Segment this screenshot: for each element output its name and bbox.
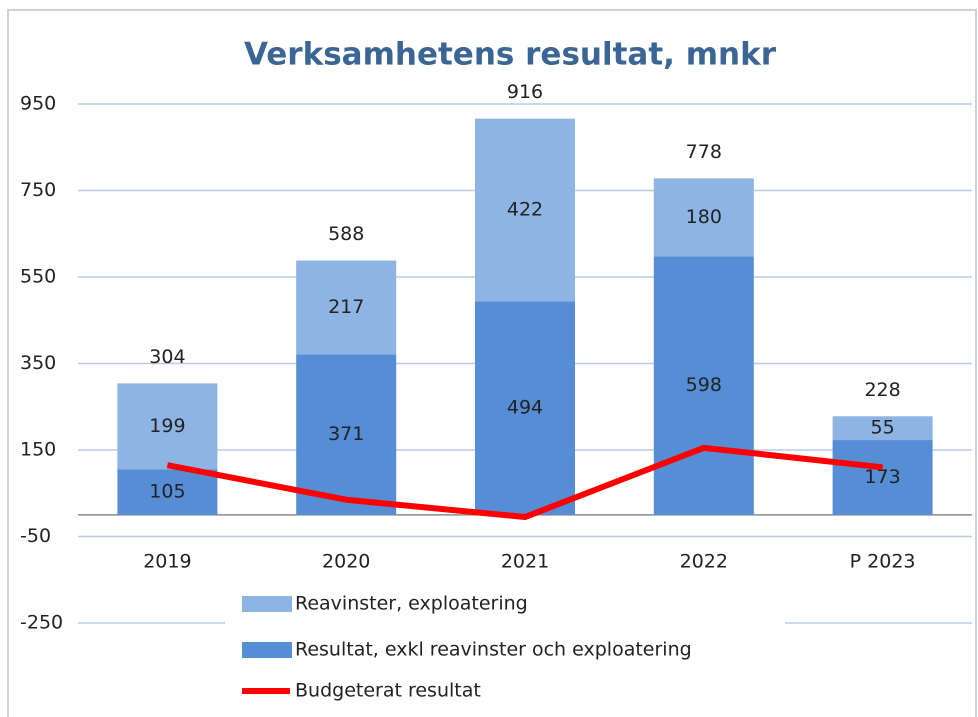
x-tick-label: 2019: [143, 551, 191, 573]
legend-bg: [225, 585, 785, 710]
data-label: 105: [149, 481, 185, 503]
y-tick-label: 750: [20, 179, 56, 201]
data-label: 598: [686, 374, 722, 396]
total-label: 588: [328, 223, 364, 245]
legend-text: Reavinster, exploatering: [295, 593, 528, 615]
bar-segment: [475, 301, 575, 515]
legend-swatch: [242, 596, 292, 612]
chart-title: Verksamhetens resultat, mnkr: [244, 37, 777, 73]
total-label: 228: [864, 379, 900, 401]
bar-segment: [653, 178, 754, 257]
data-label: 494: [507, 397, 543, 419]
bar-segment: [475, 118, 575, 302]
data-label: 217: [328, 296, 364, 318]
data-label: 371: [328, 423, 364, 445]
data-label: 173: [864, 466, 900, 488]
bar-segment: [832, 440, 933, 515]
data-label: 422: [507, 198, 543, 220]
total-label: 778: [686, 141, 722, 163]
x-tick-label: P 2023: [850, 551, 916, 573]
legend-text: Resultat, exkl reavinster och exploateri…: [295, 639, 692, 661]
bar-segment: [832, 416, 933, 441]
y-tick-label: 550: [20, 266, 56, 288]
y-tick-label: -50: [20, 525, 51, 547]
total-label: 304: [149, 346, 185, 368]
y-tick-label: 150: [20, 439, 56, 461]
y-tick-label: -250: [20, 612, 63, 634]
legend-swatch: [242, 642, 292, 658]
bar-segment: [296, 354, 397, 515]
bar-segment: [296, 260, 397, 355]
bar-segment: [117, 383, 218, 470]
x-tick-label: 2020: [322, 551, 370, 573]
data-label: 55: [871, 417, 895, 439]
total-label: 916: [507, 81, 543, 103]
x-tick-label: 2021: [501, 551, 549, 573]
legend-text: Budgeterat resultat: [295, 680, 481, 702]
chart-frame: [7, 9, 977, 717]
data-label: 180: [686, 206, 722, 228]
y-tick-label: 950: [20, 93, 56, 115]
y-tick-label: 350: [20, 352, 56, 374]
data-label: 199: [149, 415, 185, 437]
bar-segment: [653, 256, 754, 515]
budget-line: [166, 444, 883, 521]
bar-segment: [117, 469, 218, 515]
x-tick-label: 2022: [680, 551, 728, 573]
